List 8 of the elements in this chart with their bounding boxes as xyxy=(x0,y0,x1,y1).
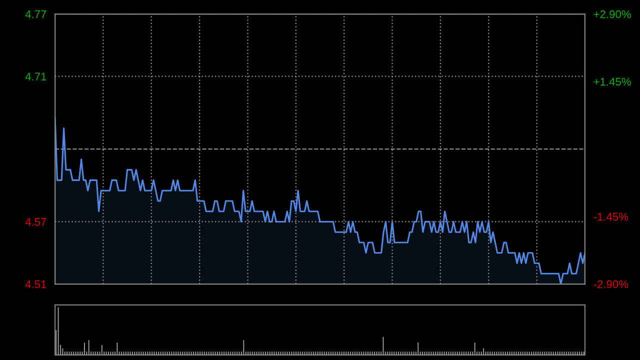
y2-tick-label: -2.90% xyxy=(594,280,628,288)
y2-tick-label: -1.45% xyxy=(594,212,628,221)
y2-tick-label: +1.45% xyxy=(594,78,631,86)
y-tick-label: 4.57 xyxy=(25,218,46,226)
y-tick-label: 4.71 xyxy=(25,72,46,80)
y2-tick-label: +2.90% xyxy=(594,10,631,18)
y-tick-label: 4.51 xyxy=(25,280,46,288)
y-tick-label: 4.77 xyxy=(25,10,46,18)
